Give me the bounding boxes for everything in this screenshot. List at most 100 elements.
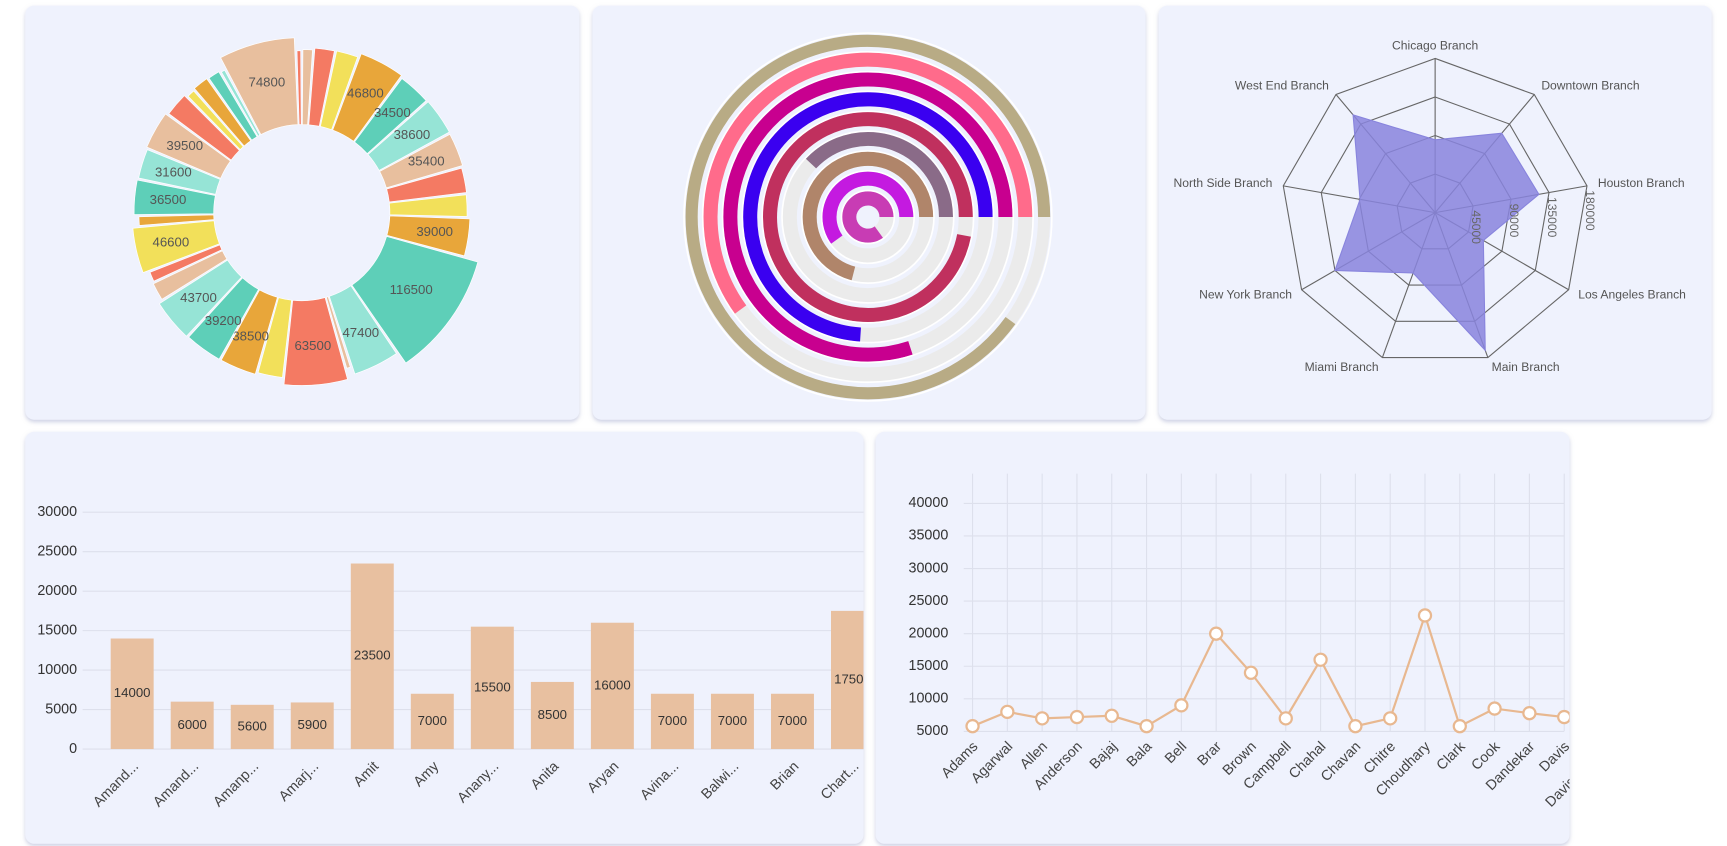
bar xyxy=(110,638,154,750)
y-tick-label: 10000 xyxy=(37,662,77,678)
radial-tick-label: 90000 xyxy=(1507,204,1521,238)
bar-label: 16000 xyxy=(594,677,631,692)
line-point xyxy=(1174,698,1189,713)
bar-label: 6000 xyxy=(178,717,207,732)
pie-slice xyxy=(168,95,240,161)
line-point xyxy=(1417,608,1433,623)
ring-bar xyxy=(703,52,1033,314)
line-point xyxy=(965,719,980,734)
y-tick-label: 5000 xyxy=(45,701,77,717)
pie-slice xyxy=(220,37,299,136)
line-point xyxy=(1383,711,1398,726)
line-point xyxy=(1313,652,1328,667)
pie-slice xyxy=(221,69,261,137)
pie-slice xyxy=(257,297,292,378)
y-tick-label: 20000 xyxy=(909,625,949,641)
line-point xyxy=(1034,711,1050,726)
radar-ring xyxy=(1282,57,1588,359)
bar-label: 15500 xyxy=(474,679,511,694)
y-tick-label: 40000 xyxy=(909,495,949,511)
radar-area xyxy=(1334,114,1540,352)
line-point xyxy=(1000,704,1015,720)
pie-slice xyxy=(133,179,216,215)
ring-divider xyxy=(721,70,1015,364)
ring-divider xyxy=(840,189,896,245)
y-tick-label: 30000 xyxy=(909,560,949,576)
bar-label: 14000 xyxy=(114,685,151,700)
indicator-label: Main Branch xyxy=(1492,360,1560,374)
pie-slice xyxy=(149,244,223,282)
pie-slice xyxy=(193,78,252,147)
ring-divider xyxy=(781,130,955,304)
indicator-label: Miami Branch xyxy=(1305,360,1379,374)
indicator-label: Houston Branch xyxy=(1598,176,1685,190)
ring-bar xyxy=(822,171,914,244)
bar-label: 17500 xyxy=(834,671,871,686)
pie-slice xyxy=(308,47,335,127)
pie-slice xyxy=(283,297,348,386)
line-point xyxy=(1278,711,1293,726)
bar-label: 23500 xyxy=(354,648,391,663)
bar xyxy=(470,626,514,750)
y-tick-label: 30000 xyxy=(37,504,77,520)
slice-label: 46800 xyxy=(347,86,384,101)
slice-label: 47400 xyxy=(342,325,379,340)
line-point xyxy=(1069,709,1085,725)
pie-slice xyxy=(379,133,463,189)
pie-slice xyxy=(389,194,468,217)
bar xyxy=(831,610,864,750)
radial-tick-label: 135000 xyxy=(1545,197,1559,238)
radar-ring xyxy=(1320,96,1550,322)
bar xyxy=(350,563,394,750)
line-point xyxy=(1557,709,1570,725)
pie-slice xyxy=(296,50,302,125)
pie-slice xyxy=(325,296,351,369)
slice-label: 116500 xyxy=(390,282,433,297)
bar-label: 7000 xyxy=(718,713,747,728)
slice-label: 39000 xyxy=(416,224,453,239)
slice-label: 34500 xyxy=(374,105,411,120)
card xyxy=(25,431,864,844)
ring-divider xyxy=(701,51,1034,384)
slice-label: 39200 xyxy=(205,313,242,328)
y-tick-label: 0 xyxy=(69,741,77,757)
ring-bar xyxy=(685,34,1051,400)
pie-slice xyxy=(302,49,313,126)
pie-slice xyxy=(351,236,479,364)
line-point xyxy=(1348,719,1363,734)
pie-slice xyxy=(332,53,402,142)
y-tick-label: 25000 xyxy=(909,593,949,609)
bar xyxy=(530,681,574,750)
slice-label: 43700 xyxy=(180,290,217,305)
bar-label: 7000 xyxy=(778,713,807,728)
ring-divider xyxy=(741,90,995,344)
bar xyxy=(590,622,634,750)
slice-label: 35400 xyxy=(408,154,445,169)
donut-chart: 46800 34500 38600 35400 39000 116500 47400 6350… xyxy=(132,37,479,386)
slice-label: 36500 xyxy=(150,192,187,207)
bar xyxy=(230,704,274,750)
pie-slice xyxy=(152,250,228,300)
pie-slice xyxy=(320,50,359,131)
y-tick-label: 35000 xyxy=(909,528,949,544)
ring-divider xyxy=(761,110,975,324)
line-point xyxy=(1487,701,1502,716)
ring-bar xyxy=(723,72,1013,362)
pie-slice xyxy=(132,220,220,273)
radial-tick-label: 180000 xyxy=(1583,190,1597,231)
bar xyxy=(290,702,334,750)
slice-label: 74800 xyxy=(248,74,285,89)
card xyxy=(875,431,1570,844)
ring-divider xyxy=(800,150,935,284)
pie-slice xyxy=(328,285,397,375)
pie-slice xyxy=(386,167,467,203)
pie-slice xyxy=(187,90,244,151)
bar-label: 5600 xyxy=(238,718,267,733)
pie-slice xyxy=(146,113,231,179)
radar-chart: Chicago Branch Downtown Branch Houston Bra… xyxy=(1173,39,1685,375)
ring-bar xyxy=(742,92,993,342)
line-point xyxy=(1522,705,1537,721)
slice-label: 46600 xyxy=(152,234,189,249)
